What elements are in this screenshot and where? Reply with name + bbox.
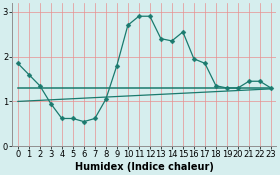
X-axis label: Humidex (Indice chaleur): Humidex (Indice chaleur) [75,162,214,172]
